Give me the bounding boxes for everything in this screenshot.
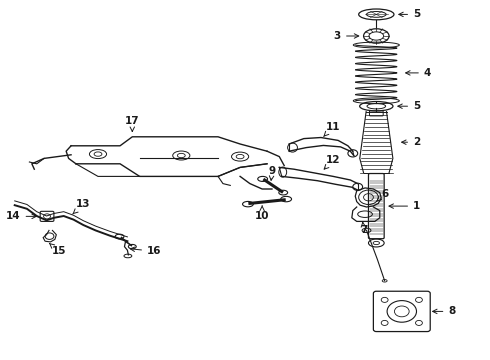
- Text: 1: 1: [389, 201, 420, 211]
- Text: 17: 17: [125, 116, 140, 131]
- Text: 3: 3: [334, 31, 359, 41]
- Text: 5: 5: [399, 9, 420, 19]
- Text: 15: 15: [49, 243, 66, 256]
- Text: 14: 14: [6, 211, 36, 221]
- Text: 12: 12: [324, 155, 341, 169]
- Text: 8: 8: [433, 306, 456, 316]
- Text: 7: 7: [360, 222, 368, 235]
- Text: 9: 9: [269, 166, 276, 180]
- Text: 6: 6: [376, 189, 389, 202]
- Text: 11: 11: [324, 122, 341, 136]
- Text: 4: 4: [406, 68, 431, 78]
- Text: 13: 13: [73, 199, 91, 214]
- Text: 10: 10: [255, 206, 270, 221]
- Text: 16: 16: [130, 246, 162, 256]
- Text: 5: 5: [398, 101, 420, 111]
- Text: 2: 2: [402, 137, 420, 147]
